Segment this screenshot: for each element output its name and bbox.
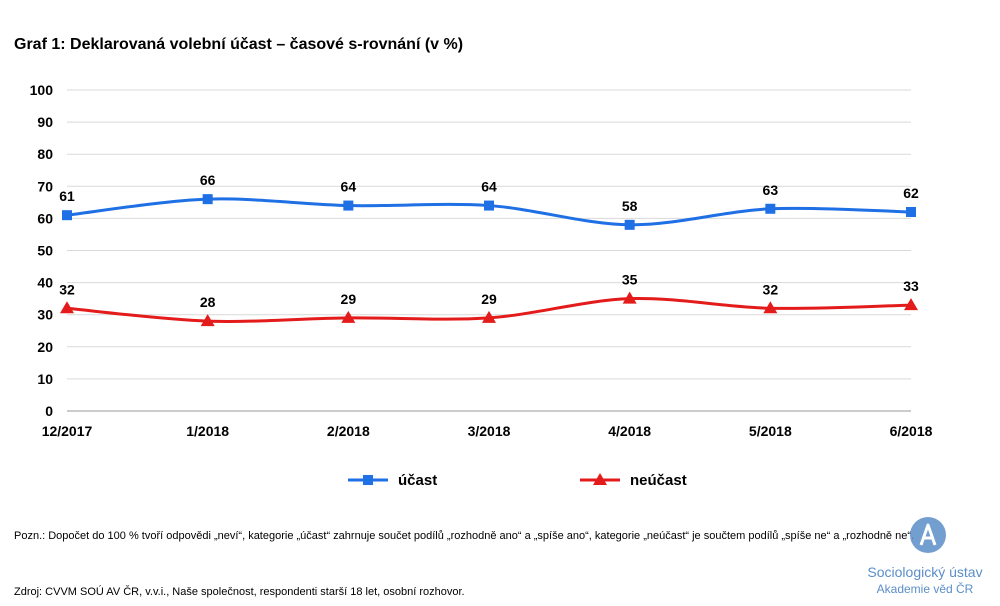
y-tick-label: 30 [37, 307, 53, 323]
data-label: 29 [481, 291, 497, 307]
data-point [624, 219, 635, 230]
data-point [202, 194, 213, 205]
y-tick-label: 70 [37, 178, 53, 194]
data-point [343, 200, 354, 211]
data-label: 63 [763, 182, 779, 198]
x-tick-label: 2/2018 [327, 423, 370, 439]
line-chart: 0 10 20 30 40 50 60 70 80 90 100 12/2017 1/2018 2/201… [30, 82, 933, 489]
data-point [484, 200, 494, 211]
y-tick-label: 90 [37, 114, 53, 130]
x-tick-label: 5/2018 [749, 423, 792, 439]
data-label: 32 [763, 281, 779, 297]
legend-neucast-label: neúčast [630, 472, 687, 489]
chart-title: Graf 1: Deklarovaná volební účast – časo… [14, 36, 464, 53]
footnote: Pozn.: Dopočet do 100 % tvoří odpovědi „… [14, 530, 915, 542]
data-point [482, 310, 496, 323]
data-label: 58 [622, 198, 638, 214]
logo-name: Sociologický ústav [867, 564, 983, 580]
source-note: Zdroj: CVVM SOÚ AV ČR, v.v.i., Naše spol… [14, 586, 465, 598]
y-tick-label: 60 [37, 210, 53, 226]
data-point [622, 291, 637, 304]
data-point [60, 301, 74, 314]
data-label: 33 [903, 278, 919, 294]
x-tick-label: 1/2018 [186, 423, 229, 439]
x-tick-label: 3/2018 [468, 423, 511, 439]
data-label: 64 [341, 179, 357, 195]
y-tick-label: 80 [37, 146, 53, 162]
x-tick-label: 12/2017 [42, 423, 93, 439]
x-tick-label: 6/2018 [890, 423, 933, 439]
institute-logo: Sociologický ústav Akademie věd ČR [850, 517, 1000, 602]
y-tick-label: 50 [37, 243, 53, 259]
data-point [200, 314, 215, 327]
data-label: 61 [59, 188, 75, 204]
data-label: 28 [200, 294, 216, 310]
y-tick-label: 0 [45, 403, 53, 419]
logo-subname: Akademie věd ČR [876, 582, 974, 596]
data-label: 32 [59, 281, 75, 297]
y-tick-label: 100 [30, 82, 54, 98]
x-tick-label: 4/2018 [608, 423, 651, 439]
legend-neucast-marker [593, 473, 607, 485]
legend-ucast-label: účast [398, 472, 437, 489]
data-label: 66 [200, 172, 216, 188]
data-label: 62 [903, 185, 919, 201]
legend-ucast-marker [363, 475, 373, 485]
data-point [906, 206, 916, 217]
data-label: 29 [341, 291, 357, 307]
data-label: 35 [622, 272, 638, 288]
y-tick-label: 20 [37, 339, 53, 355]
data-point [765, 203, 776, 214]
y-tick-label: 40 [37, 275, 53, 291]
data-point [62, 210, 72, 221]
data-label: 64 [481, 179, 497, 195]
data-point [763, 301, 778, 314]
data-point [904, 298, 918, 311]
logo-emblem-icon [910, 517, 946, 553]
y-tick-label: 10 [37, 371, 53, 387]
data-point [341, 310, 356, 323]
